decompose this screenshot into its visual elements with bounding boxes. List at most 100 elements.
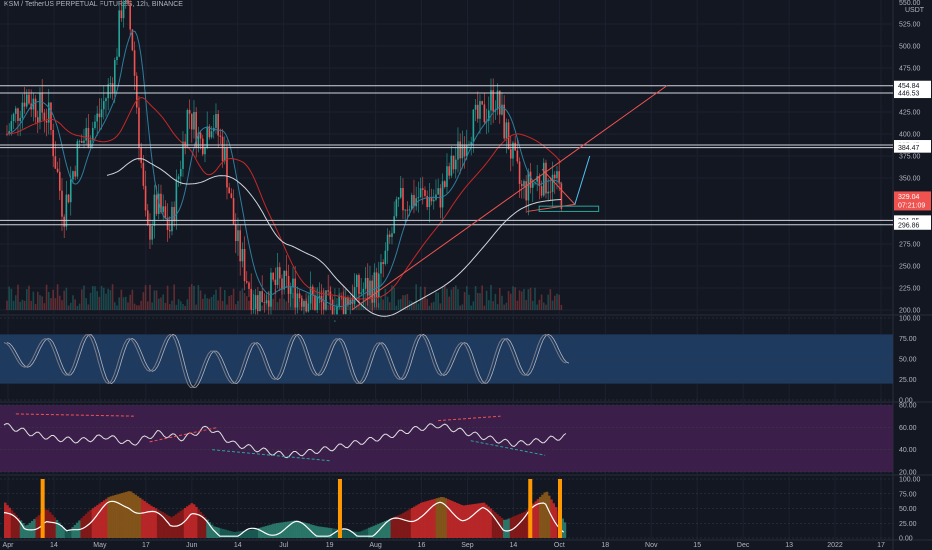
candle-body — [223, 147, 226, 162]
candle-body — [430, 197, 433, 202]
osc-histogram-bar — [415, 505, 418, 538]
osc-histogram-bar — [199, 511, 203, 538]
volume-bar — [138, 305, 140, 310]
time-label: Sep — [461, 542, 474, 549]
volume-bar — [419, 286, 422, 310]
candle-body — [331, 299, 334, 315]
candle-body — [122, 3, 125, 19]
candle-body — [461, 145, 464, 159]
candle-body — [366, 278, 369, 296]
osc-histogram-bar — [48, 512, 52, 538]
rsi-line — [3, 423, 567, 459]
osc-histogram-bar — [480, 502, 484, 538]
volume-bar — [294, 303, 296, 310]
volume-bar — [395, 305, 398, 310]
trendline[interactable] — [351, 85, 668, 311]
osc-histogram-bar — [120, 493, 124, 538]
candle-body — [151, 225, 153, 240]
stoch-tick-label: 0.00 — [899, 398, 913, 405]
osc-histogram-bar — [307, 523, 310, 538]
osc-histogram-bar — [460, 504, 463, 538]
volume-bar — [116, 305, 118, 310]
osc-histogram-bar — [494, 512, 497, 538]
osc-histogram-bar — [302, 522, 306, 538]
candle-body — [512, 142, 514, 159]
candle-body — [413, 194, 415, 207]
osc-histogram-bar — [284, 521, 288, 538]
candle-body — [102, 101, 105, 110]
volume-bar — [503, 304, 505, 310]
osc-histogram-bar — [246, 530, 250, 538]
candle-body — [410, 194, 413, 210]
osc-histogram-bar — [275, 523, 279, 538]
osc-histogram-bar — [314, 525, 317, 538]
osc-histogram-bar — [105, 498, 108, 538]
volume-bar — [162, 294, 164, 310]
osc-histogram-bar — [206, 519, 209, 538]
time-label: 18 — [601, 542, 609, 549]
candle-body — [272, 272, 274, 280]
osc-histogram-bar — [71, 527, 74, 538]
volume-bar — [270, 291, 272, 310]
osc-histogram-bar — [127, 491, 131, 538]
candle-body — [36, 117, 39, 123]
osc-histogram-bar — [300, 521, 304, 538]
candle-body — [155, 194, 158, 214]
osc-histogram-bar — [12, 512, 16, 538]
rsi-divergence-line — [149, 426, 219, 443]
triangle-drawing[interactable] — [527, 168, 576, 212]
candle-body — [96, 113, 98, 122]
candle-body — [404, 209, 406, 211]
volume-bar — [19, 301, 21, 310]
candle-body — [443, 181, 446, 187]
target-box[interactable] — [538, 205, 600, 212]
candle-body — [201, 138, 204, 155]
volume-bar — [171, 300, 173, 310]
volume-bar — [177, 299, 180, 310]
osc-histogram-bar — [35, 517, 39, 538]
candle-body — [219, 135, 222, 137]
osc-signal-marker — [557, 479, 562, 538]
osc-histogram-bar — [257, 527, 261, 538]
volume-bar — [252, 290, 255, 310]
osc-histogram-bar — [141, 499, 144, 538]
osc-histogram-bar — [386, 520, 389, 538]
volume-bar — [424, 286, 426, 310]
volume-bar — [197, 285, 200, 310]
osc-histogram-bar — [399, 514, 403, 538]
osc-histogram-bar — [21, 522, 25, 538]
candle-body — [426, 196, 428, 208]
time-label: 14 — [234, 542, 242, 549]
osc-histogram-bar — [102, 500, 106, 538]
projection-line[interactable] — [574, 155, 591, 205]
osc-histogram-bar — [446, 499, 450, 538]
osc-histogram-bar — [143, 501, 146, 538]
osc-histogram-bar — [293, 520, 297, 538]
volume-bar — [300, 295, 303, 310]
osc-histogram-bar — [156, 509, 160, 538]
osc-histogram-bar — [152, 507, 155, 538]
volume-bar — [89, 292, 92, 310]
osc-histogram-bar — [280, 522, 284, 538]
candle-body — [421, 188, 424, 190]
osc-histogram-bar — [458, 503, 461, 538]
volume-bar — [426, 298, 428, 310]
volume-bar — [254, 303, 257, 310]
volume-bar — [287, 288, 290, 310]
volume-bar — [221, 301, 224, 310]
candle-body — [474, 104, 477, 110]
volume-bar — [144, 285, 147, 310]
volume-bar — [430, 302, 433, 310]
candle-body — [232, 198, 235, 225]
volume-bar — [542, 302, 545, 310]
volume-bar — [166, 285, 169, 310]
volume-bar — [465, 286, 468, 310]
candle-body — [52, 129, 54, 157]
candle-body — [78, 140, 81, 142]
osc-histogram-bar — [69, 529, 72, 538]
candle-body — [186, 110, 189, 148]
volume-bar — [58, 295, 61, 310]
volume-bar — [228, 296, 230, 310]
volume-bar — [501, 295, 503, 310]
